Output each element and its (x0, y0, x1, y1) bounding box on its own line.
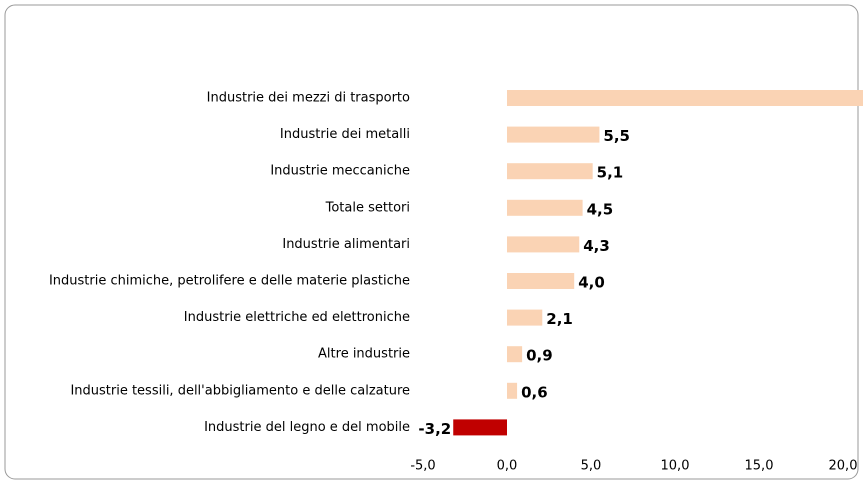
category-label: Industrie alimentari (282, 237, 410, 252)
value-label: 4,3 (583, 237, 610, 255)
x-tick-label: -5,0 (410, 459, 435, 474)
bar (507, 236, 580, 253)
value-label: 5,5 (603, 127, 630, 145)
bar (507, 273, 575, 289)
bar (507, 199, 583, 216)
category-label: Industrie del legno e del mobile (204, 420, 410, 435)
category-label: Industrie tessili, dell'abbigliamento e … (70, 383, 410, 398)
x-tick-label: 10,0 (661, 459, 690, 474)
bar (507, 126, 600, 143)
value-label: 2,1 (546, 310, 573, 328)
value-label: 4,0 (578, 274, 605, 292)
x-tick-label: 5,0 (581, 459, 602, 474)
category-label: Industrie dei mezzi di trasporto (207, 91, 410, 106)
bar (507, 90, 863, 106)
category-label: Altre industrie (318, 347, 410, 362)
category-label: Industrie chimiche, petrolifere e delle … (49, 274, 410, 289)
category-label: Industrie dei metalli (280, 127, 410, 142)
value-label: -3,2 (418, 420, 451, 438)
x-tick-label: 15,0 (745, 459, 774, 474)
bar (507, 309, 543, 326)
value-label: 5,1 (597, 164, 624, 182)
bar (507, 382, 518, 399)
bar (453, 419, 507, 436)
value-label: 4,5 (587, 200, 614, 218)
value-label: 0,9 (526, 347, 553, 365)
x-tick-label: 0,0 (497, 459, 518, 474)
category-label: Industrie elettriche ed elettroniche (184, 310, 410, 325)
bar (507, 346, 523, 363)
category-label: Industrie meccaniche (270, 164, 410, 179)
category-label: Totale settori (325, 200, 410, 215)
chart-frame (4, 4, 859, 480)
bar (507, 163, 593, 180)
x-tick-label: 20,0 (829, 459, 858, 474)
value-label: 0,6 (521, 383, 548, 401)
